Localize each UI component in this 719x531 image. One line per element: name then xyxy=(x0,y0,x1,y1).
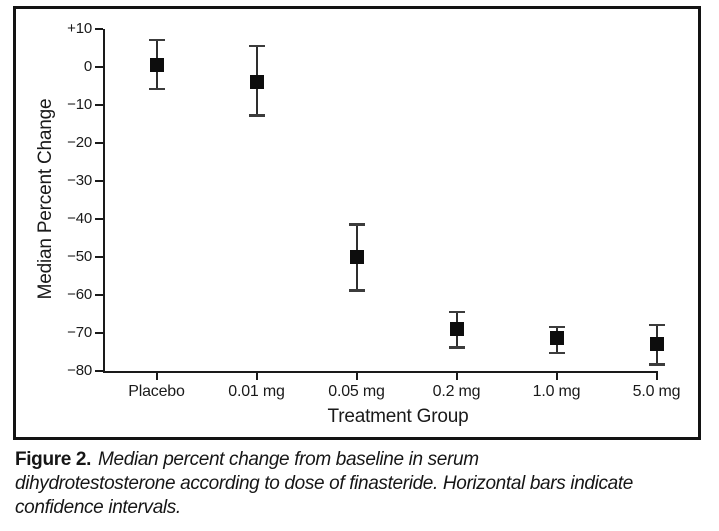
y-tick-label: 0 xyxy=(83,57,92,75)
caption-line-2: dihydrotestosterone according to dose of… xyxy=(15,473,634,494)
error-bar-cap-bottom xyxy=(448,346,465,349)
error-bar-cap-bottom xyxy=(348,289,365,292)
y-tick-label: −20 xyxy=(67,133,92,151)
y-tick-label: −10 xyxy=(67,95,92,113)
error-bar-cap-bottom xyxy=(148,87,165,91)
y-tick-label: −40 xyxy=(67,209,92,227)
error-bar-cap-bottom xyxy=(248,114,265,117)
error-bar-cap-bottom xyxy=(548,351,565,355)
caption-text-1: Median percent change from baseline in s… xyxy=(98,449,479,470)
x-tick-label: 0.2 mg xyxy=(432,383,481,400)
error-bar-cap-top xyxy=(148,38,165,42)
y-tick-label: −30 xyxy=(67,171,92,189)
figure-caption: Figure 2. Median percent change from base… xyxy=(15,448,713,520)
data-point-marker xyxy=(149,57,164,72)
y-tick xyxy=(95,255,103,258)
data-point-marker xyxy=(649,336,664,351)
y-axis xyxy=(103,28,105,373)
x-axis-title: Treatment Group xyxy=(327,406,469,427)
error-bar-cap-top xyxy=(548,325,565,329)
data-point-marker xyxy=(549,331,564,346)
x-tick-label: Placebo xyxy=(128,383,185,400)
x-axis xyxy=(103,371,658,373)
x-tick xyxy=(155,373,158,380)
data-point-marker xyxy=(249,74,264,89)
chart-frame xyxy=(13,6,701,440)
caption-line-3: confidence intervals. xyxy=(15,497,181,518)
error-bar-cap-top xyxy=(448,310,465,314)
x-tick-label: 1.0 mg xyxy=(532,383,581,400)
data-point-marker xyxy=(349,249,364,264)
x-tick-label: 0.05 mg xyxy=(328,383,385,400)
y-tick xyxy=(95,293,103,296)
y-tick-label: −70 xyxy=(67,323,92,341)
y-tick-label: −80 xyxy=(67,361,92,379)
error-bar-cap-top xyxy=(348,223,365,226)
error-bar-cap-top xyxy=(648,323,665,327)
y-tick-label: +10 xyxy=(67,19,92,37)
figure-number-label: Figure 2. xyxy=(15,449,92,470)
caption-line-1: Figure 2. Median percent change from base… xyxy=(15,448,713,472)
y-tick xyxy=(95,65,103,68)
y-axis-title: Median Percent Change xyxy=(35,98,56,300)
y-tick xyxy=(95,141,103,144)
y-tick xyxy=(95,103,103,106)
y-tick-label: −50 xyxy=(67,247,92,265)
y-tick xyxy=(95,217,103,220)
error-bar-cap-bottom xyxy=(648,363,665,366)
x-tick xyxy=(555,373,558,380)
y-tick-label: −60 xyxy=(67,285,92,303)
y-tick xyxy=(95,179,103,182)
data-point-marker xyxy=(449,321,464,336)
x-tick xyxy=(355,373,358,380)
y-tick xyxy=(95,27,103,30)
y-tick xyxy=(95,369,103,372)
x-tick xyxy=(655,373,658,380)
x-tick xyxy=(455,373,458,380)
y-tick xyxy=(95,331,103,334)
error-bar-cap-top xyxy=(248,44,265,48)
x-tick-label: 5.0 mg xyxy=(632,383,681,400)
x-tick xyxy=(255,373,258,380)
x-tick-label: 0.01 mg xyxy=(228,383,285,400)
